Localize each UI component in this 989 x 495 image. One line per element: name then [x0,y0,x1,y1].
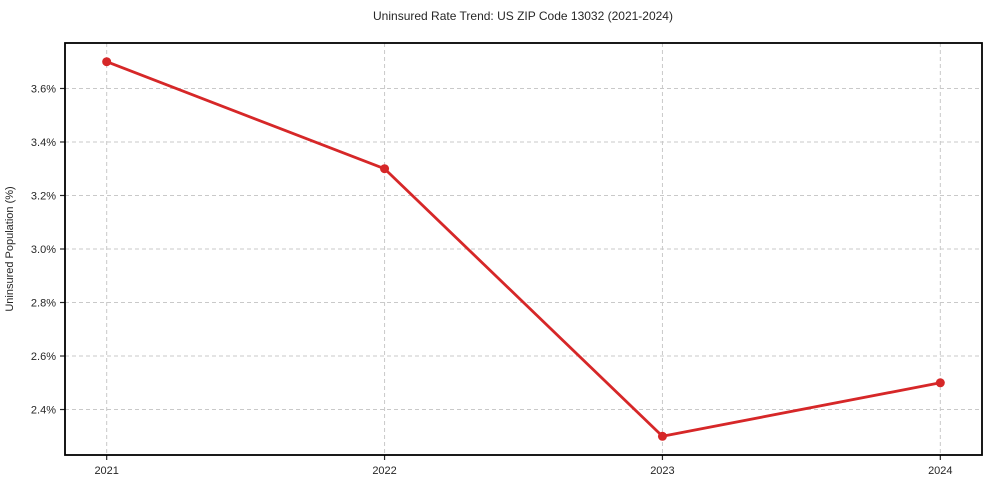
data-point [102,57,112,67]
x-tick-label: 2023 [650,465,674,477]
data-point [935,378,945,388]
x-tick-label: 2021 [94,465,118,477]
y-tick-label: 2.6% [31,351,56,363]
data-point [657,431,667,441]
grid-layer [65,43,982,455]
y-tick-label: 2.8% [31,298,56,310]
chart-title: Uninsured Rate Trend: US ZIP Code 13032 … [373,9,673,23]
data-point [380,164,390,174]
y-tick-label: 3.2% [31,190,56,202]
series-layer [102,57,945,441]
x-tick-label: 2022 [372,465,396,477]
y-axis-label: Uninsured Population (%) [4,186,16,311]
x-tick-label: 2024 [928,465,952,477]
tick-layer: 3.6% 3.4% 3.2% 3.0% 2.8% 2.6% 2.4% 2021 2022 2023… [31,83,953,477]
data-line [105,60,942,438]
y-tick-label: 3.6% [31,83,56,95]
y-tick-label: 2.4% [31,405,56,417]
plot-border [64,42,983,456]
y-tick-label: 3.4% [31,137,56,149]
y-tick-label: 3.0% [31,244,56,256]
